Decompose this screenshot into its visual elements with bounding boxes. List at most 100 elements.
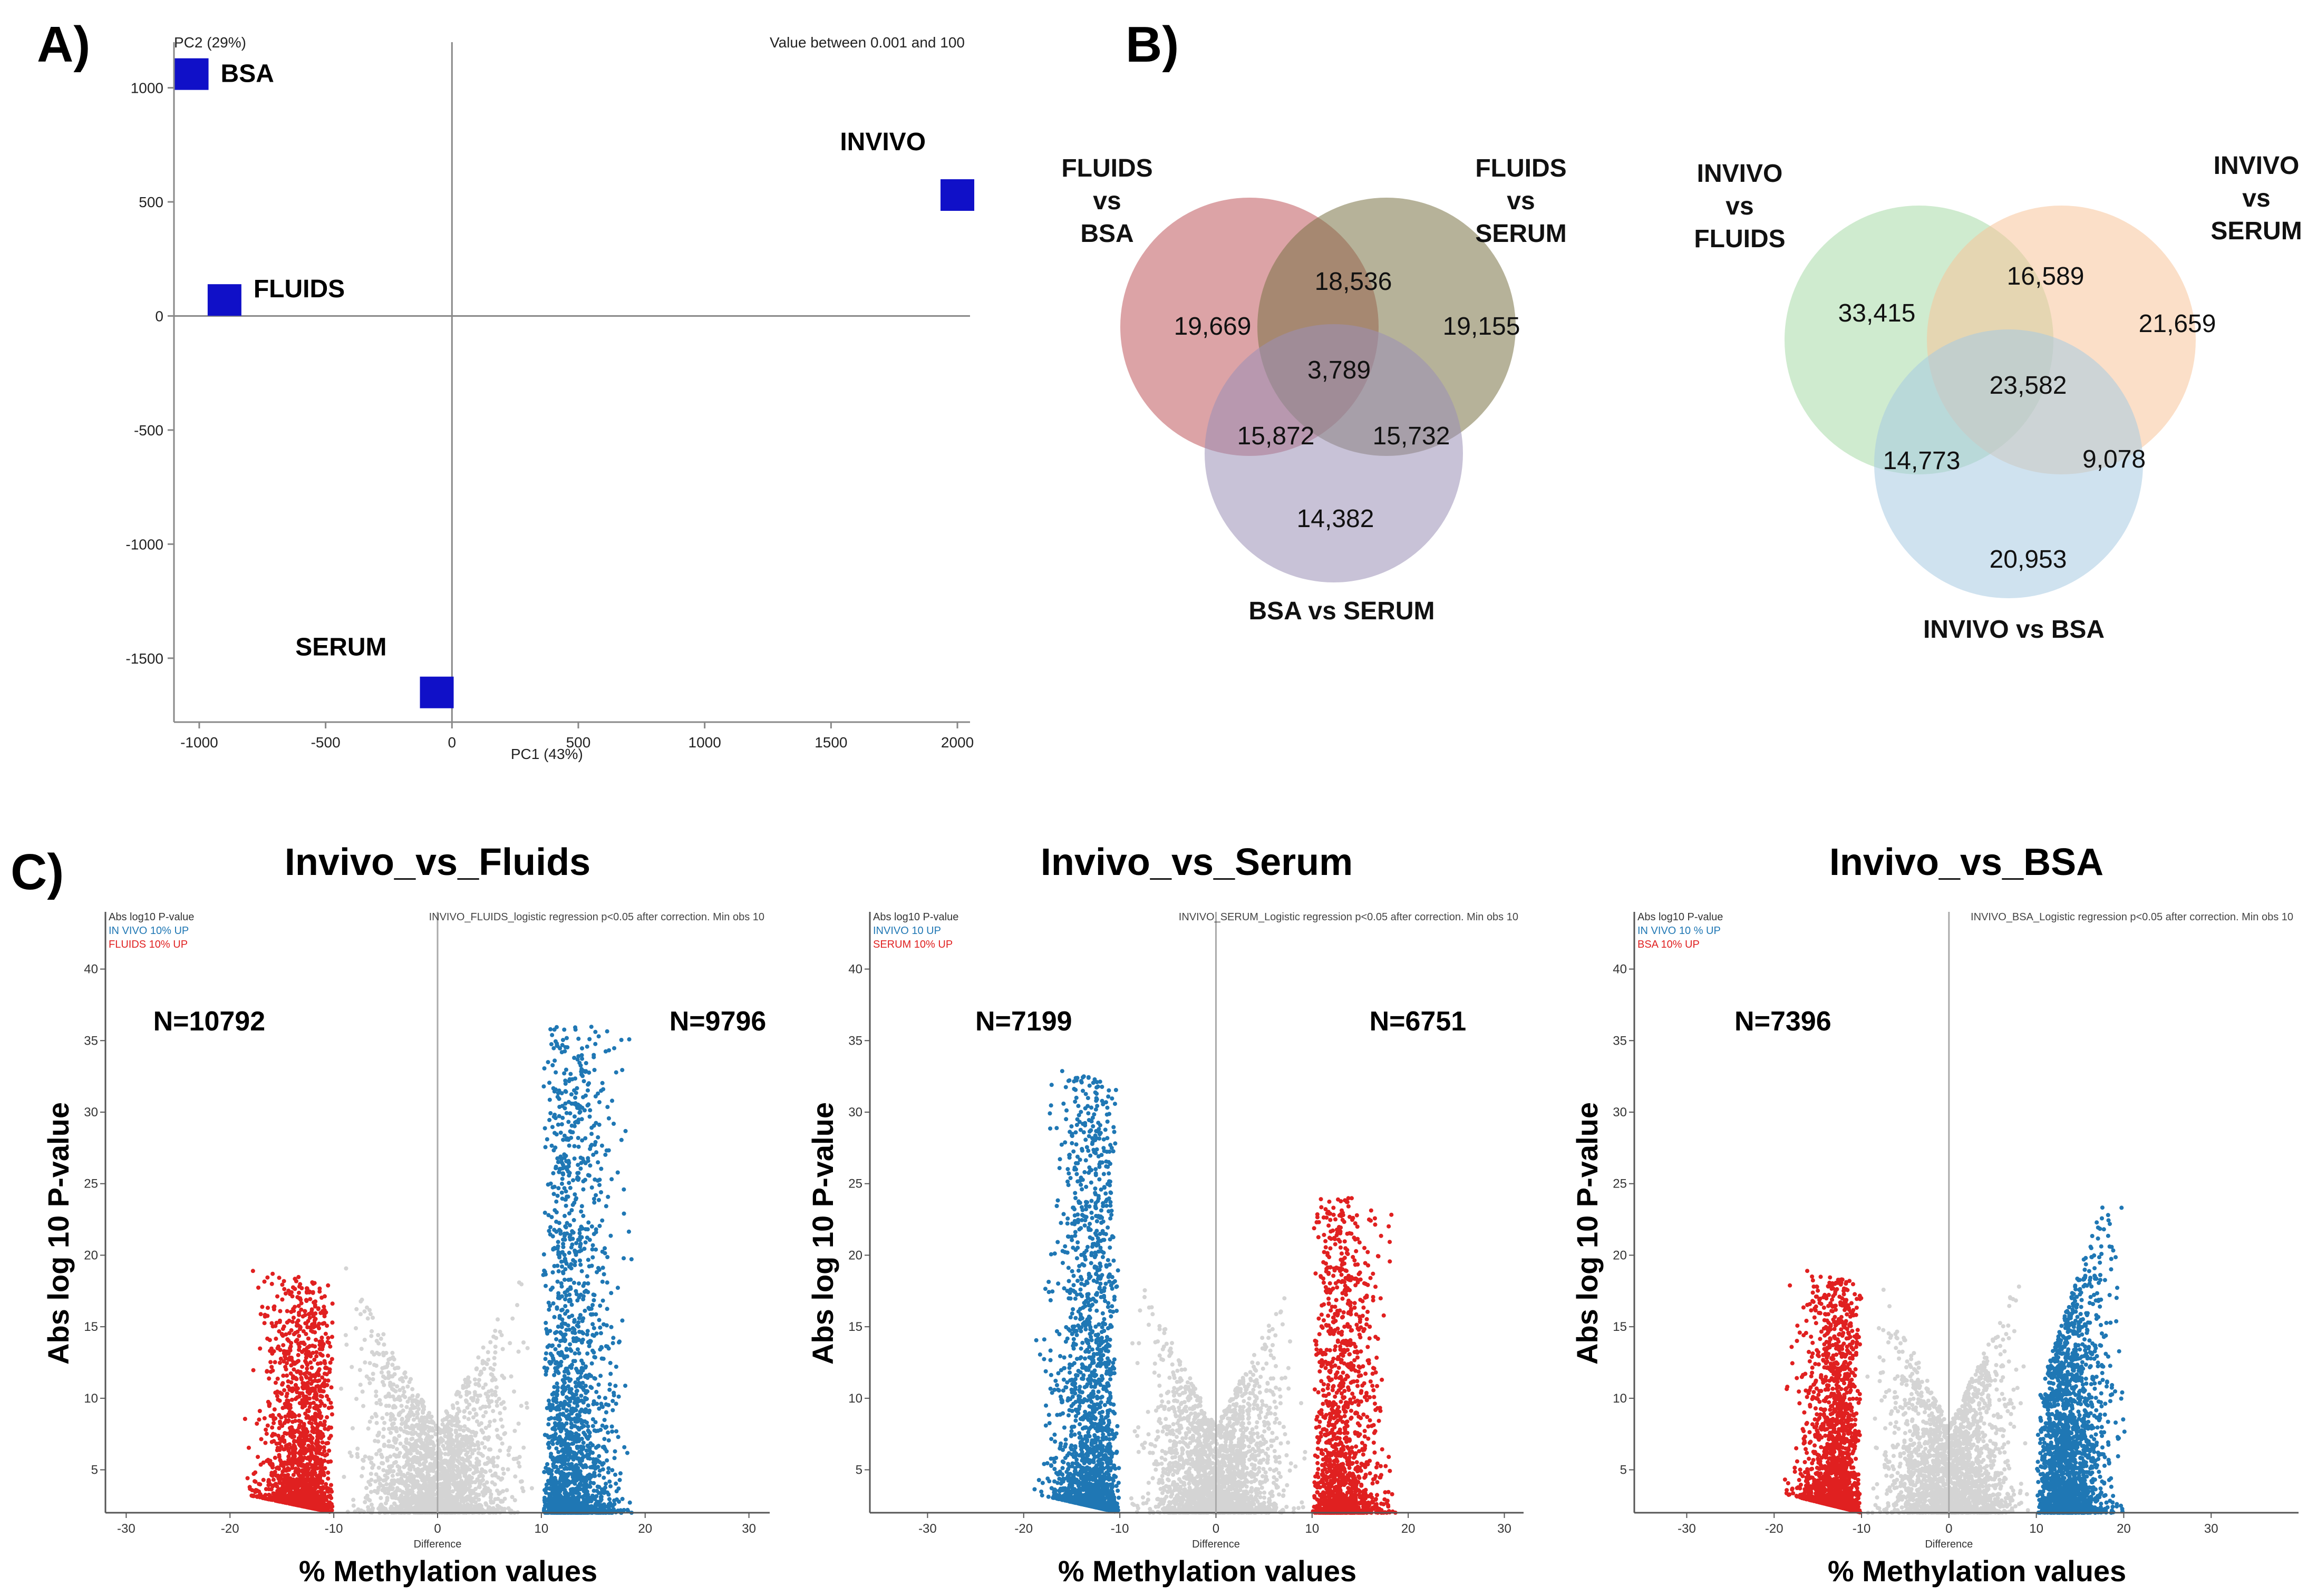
- pca-y-tick-label: 0: [155, 308, 163, 324]
- volcano-y-tick-label: 40: [848, 962, 862, 977]
- venn-value-abc: 23,582: [1990, 372, 2067, 400]
- pca-y-tick-label: 500: [139, 194, 163, 210]
- volcano-y-label: Abs log 10 P-value: [42, 1102, 75, 1365]
- venn-label-b: vs: [2242, 184, 2270, 212]
- venn-diagram-fluids: 19,669 18,536 19,155 3,789 15,872 15,732 14,38…: [1061, 154, 1566, 625]
- volcano-x-tick-label: 30: [1497, 1522, 1511, 1536]
- venn-diagram-invivo: 33,415 16,589 21,659 23,582 14,773 9,078 20,95…: [1694, 152, 2302, 644]
- venn-label-a: vs: [1093, 187, 1121, 215]
- volcano-points-background: [1865, 1284, 2030, 1515]
- volcano-x-tick-label: -20: [1765, 1522, 1783, 1536]
- volcano-right-count: N=9796: [670, 1006, 767, 1037]
- volcano-legend-item: SERUM 10% UP: [873, 939, 953, 950]
- pca-point-invivo: [941, 179, 975, 211]
- volcano-points-left: [1782, 1269, 1864, 1515]
- pca-x-tick-label: 0: [448, 734, 457, 751]
- venn-value-ab: 18,536: [1315, 268, 1392, 296]
- panel-label-a: A): [37, 16, 91, 73]
- volcano-y-tick-label: 15: [84, 1320, 98, 1334]
- pca-y-tick-label: -500: [134, 422, 163, 439]
- pca-point-fluids: [207, 284, 241, 316]
- pca-y-tick-label: 1000: [131, 80, 163, 96]
- volcano-axis-caption: Difference: [1925, 1539, 1973, 1550]
- pca-x-tick-label: 1000: [689, 734, 721, 751]
- pca-point-serum: [420, 676, 454, 708]
- volcano-x-tick-label: -10: [1853, 1522, 1871, 1536]
- volcano-left-count: N=7396: [1734, 1006, 1831, 1037]
- volcano-x-tick-label: 0: [1213, 1522, 1219, 1536]
- venn-value-only_a: 19,669: [1174, 313, 1252, 340]
- venn-circle-c: [1205, 324, 1463, 582]
- volcano-x-tick-label: 20: [2117, 1522, 2131, 1536]
- pca-x-tick-label: -1000: [180, 734, 218, 751]
- venn-value-ac: 15,872: [1237, 422, 1315, 450]
- venn-value-only_c: 14,382: [1297, 505, 1374, 533]
- volcano-y-tick-label: 25: [84, 1177, 98, 1191]
- venn-label-b: SERUM: [2211, 217, 2302, 245]
- volcano-plot-invivo-vs-fluids: Invivo_vs_Fluids -30 -20 -10 0 10 20 30 5 10 15 20 2…: [42, 841, 770, 1588]
- volcano-y-tick-label: 35: [848, 1034, 862, 1048]
- venn-value-ab: 16,589: [2007, 262, 2085, 290]
- volcano-legend-item: Abs log10 P-value: [109, 911, 194, 923]
- volcano-y-tick-label: 25: [1613, 1177, 1627, 1191]
- venn-label-b: SERUM: [1475, 220, 1566, 248]
- volcano-legend-item: Abs log10 P-value: [1637, 911, 1723, 923]
- venn-label-a: FLUIDS: [1694, 225, 1785, 253]
- pca-note: Value between 0.001 and 100: [770, 34, 965, 51]
- pca-y-label: PC2 (29%): [174, 34, 246, 51]
- pca-point-label: INVIVO: [840, 128, 926, 156]
- venn-value-bc: 9,078: [2082, 445, 2146, 473]
- volcano-x-label: % Methylation values: [1058, 1554, 1356, 1588]
- volcano-header: INVIVO_SERUM_Logistic regression p<0.05 …: [1179, 911, 1518, 923]
- volcano-y-tick-label: 40: [1613, 962, 1627, 977]
- volcano-x-tick-label: -10: [1111, 1522, 1129, 1536]
- volcano-y-tick-label: 30: [84, 1105, 98, 1120]
- pca-x-tick-label: -500: [311, 734, 341, 751]
- volcano-points-right: [1311, 1196, 1398, 1515]
- volcano-points-left: [243, 1269, 335, 1514]
- venn-circle-c: [1874, 329, 2143, 598]
- venn-label-b: INVIVO: [2214, 152, 2300, 180]
- volcano-plot-invivo-vs-bsa: Invivo_vs_BSA -30 -20 -10 0 10 20 30 5 10 15 20 25 30…: [1570, 841, 2299, 1588]
- venn-value-abc: 3,789: [1307, 356, 1371, 384]
- volcano-x-tick-label: 10: [2029, 1522, 2043, 1536]
- volcano-points-background: [339, 1266, 534, 1515]
- panel-label-b: B): [1126, 16, 1179, 73]
- volcano-legend-item: BSA 10% UP: [1637, 939, 1700, 950]
- volcano-points-right: [2035, 1205, 2127, 1515]
- volcano-y-tick-label: 10: [848, 1391, 862, 1406]
- volcano-plot-invivo-vs-serum: Invivo_vs_Serum -30 -20 -10 0 10 20 30 5 10 15 20 25…: [806, 841, 1524, 1588]
- volcano-y-label: Abs log 10 P-value: [806, 1102, 839, 1365]
- volcano-left-count: N=10792: [153, 1006, 266, 1037]
- pca-point-bsa: [174, 58, 209, 90]
- volcano-legend-item: FLUIDS 10% UP: [109, 939, 188, 950]
- pca-x-label: PC1 (43%): [511, 746, 583, 762]
- volcano-x-label: % Methylation values: [1828, 1554, 2126, 1588]
- volcano-x-tick-label: 30: [742, 1522, 756, 1536]
- volcano-x-tick-label: 20: [1401, 1522, 1416, 1536]
- venn-label-a: BSA: [1080, 220, 1133, 248]
- venn-label-c: BSA vs SERUM: [1249, 597, 1435, 625]
- volcano-legend-item: INVIVO 10 UP: [873, 925, 941, 937]
- venn-label-a: vs: [1725, 192, 1753, 220]
- volcano-y-tick-label: 5: [91, 1463, 98, 1477]
- volcano-legend-item: IN VIVO 10 % UP: [1637, 925, 1721, 937]
- volcano-y-tick-label: 20: [84, 1248, 98, 1262]
- volcano-points: [1032, 1069, 1398, 1515]
- volcano-y-tick-label: 20: [848, 1248, 862, 1262]
- volcano-y-tick-label: 5: [1620, 1463, 1627, 1477]
- pca-x-tick-label: 1500: [815, 734, 847, 751]
- volcano-right-count: N=6751: [1370, 1006, 1467, 1037]
- volcano-points-left: [1032, 1069, 1121, 1514]
- venn-label-a: INVIVO: [1697, 160, 1783, 188]
- volcano-y-tick-label: 25: [848, 1177, 862, 1191]
- volcano-axis-caption: Difference: [1192, 1539, 1240, 1550]
- venn-value-bc: 15,732: [1373, 422, 1450, 450]
- volcano-y-tick-label: 30: [848, 1105, 862, 1120]
- volcano-title: Invivo_vs_BSA: [1829, 841, 2103, 883]
- volcano-x-tick-label: 20: [638, 1522, 652, 1536]
- volcano-title: Invivo_vs_Serum: [1041, 841, 1353, 883]
- venn-label-b: FLUIDS: [1475, 154, 1566, 182]
- volcano-y-tick-label: 35: [1613, 1034, 1627, 1048]
- volcano-points: [1782, 1205, 2127, 1515]
